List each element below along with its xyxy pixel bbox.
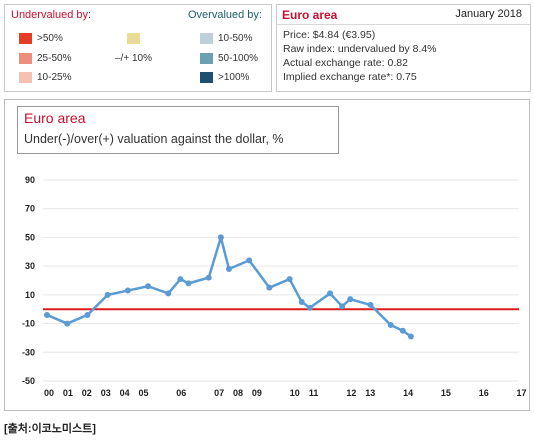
series-point bbox=[367, 301, 374, 308]
legend-label: 50-100% bbox=[218, 53, 259, 64]
x-tick-label: 10 bbox=[290, 388, 300, 398]
y-tick-label: 30 bbox=[25, 261, 35, 271]
legend-swatch bbox=[200, 33, 213, 44]
series-point bbox=[165, 290, 172, 297]
series-point bbox=[84, 311, 91, 318]
x-tick-label: 15 bbox=[441, 388, 451, 398]
legend-swatch bbox=[19, 53, 32, 64]
info-header: Euro area January 2018 bbox=[277, 5, 530, 25]
series-point bbox=[327, 290, 334, 297]
chart-title: Euro area bbox=[24, 110, 86, 126]
x-tick-label: 13 bbox=[365, 388, 375, 398]
x-tick-label: 11 bbox=[309, 388, 319, 398]
series-point bbox=[407, 333, 414, 340]
legend-item-under-25-50: 25-50% bbox=[19, 53, 71, 64]
x-tick-label: 06 bbox=[176, 388, 186, 398]
series-point bbox=[298, 299, 305, 306]
source-note: [출처:이코노미스트] bbox=[4, 423, 96, 435]
series-point bbox=[266, 284, 273, 291]
chart-title-box: Euro area Under(-)/over(+) valuation aga… bbox=[17, 106, 339, 154]
series-point bbox=[387, 322, 394, 329]
x-tick-label: 01 bbox=[63, 388, 73, 398]
info-raw-index: Raw index: undervalued by 8.4% bbox=[283, 43, 437, 55]
series-point bbox=[177, 276, 184, 283]
legend-swatch bbox=[127, 33, 140, 44]
chart-subtitle: Under(-)/over(+) valuation against the d… bbox=[24, 132, 284, 146]
y-tick-label: 50 bbox=[25, 232, 35, 242]
info-actual-rate: Actual exchange rate: 0.82 bbox=[283, 57, 408, 69]
x-tick-label: 00 bbox=[44, 388, 54, 398]
series-point bbox=[64, 320, 71, 327]
info-implied-rate: Implied exchange rate*: 0.75 bbox=[283, 71, 417, 83]
series-point bbox=[306, 304, 313, 311]
x-tick-label: 12 bbox=[346, 388, 356, 398]
legend-label: >100% bbox=[218, 72, 250, 83]
valuation-chart: 90 70 50 30 10 -10 -30 -50 00 01 02 03 04 05 06 07 08 09 1… bbox=[4, 99, 530, 411]
info-date: January 2018 bbox=[455, 8, 522, 20]
series-point bbox=[205, 274, 212, 281]
series-line bbox=[46, 236, 412, 338]
x-tick-label: 05 bbox=[138, 388, 148, 398]
legend-swatch bbox=[19, 33, 32, 44]
legend-item-neutral-swatch bbox=[127, 33, 145, 44]
legend-item-under-10-25: 10-25% bbox=[19, 72, 71, 83]
series-point bbox=[124, 287, 131, 294]
y-tick-label: -50 bbox=[22, 376, 35, 386]
x-tick-label: 16 bbox=[479, 388, 489, 398]
x-tick-label: 14 bbox=[403, 388, 413, 398]
series-point bbox=[185, 280, 192, 287]
legend-label: 10-25% bbox=[37, 72, 72, 83]
y-tick-label: 10 bbox=[25, 290, 35, 300]
legend-swatch bbox=[200, 53, 213, 64]
y-tick-label: 90 bbox=[25, 175, 35, 185]
legend-label: 25-50% bbox=[37, 53, 72, 64]
series-point bbox=[44, 311, 50, 318]
info-country-title: Euro area bbox=[282, 8, 338, 22]
country-info-panel: Euro area January 2018 Price: $4.84 (€3.… bbox=[276, 4, 531, 92]
overvalued-heading: Overvalued by: bbox=[188, 9, 262, 21]
legend-item-over-50-100: 50-100% bbox=[200, 53, 258, 64]
legend-label: 10-50% bbox=[218, 33, 253, 44]
series-point bbox=[225, 266, 232, 273]
valuation-legend: Undervalued by: Overvalued by: >50% 25-5… bbox=[4, 4, 272, 92]
x-tick-label: 02 bbox=[82, 388, 92, 398]
series-point bbox=[399, 327, 406, 334]
y-tick-label: -30 bbox=[22, 347, 35, 357]
legend-swatch bbox=[200, 72, 213, 83]
legend-swatch bbox=[19, 72, 32, 83]
x-tick-label: 07 bbox=[214, 388, 224, 398]
series-point bbox=[286, 276, 293, 283]
info-price: Price: $4.84 (€3.95) bbox=[283, 29, 376, 41]
x-tick-label: 17 bbox=[516, 388, 526, 398]
y-tick-label: -10 bbox=[22, 319, 35, 329]
x-tick-label: 03 bbox=[101, 388, 111, 398]
series-point bbox=[339, 303, 346, 310]
undervalued-heading: Undervalued by: bbox=[11, 9, 92, 21]
series-point bbox=[104, 291, 111, 298]
series-point bbox=[246, 257, 253, 264]
series-point bbox=[217, 234, 224, 241]
x-tick-label: 08 bbox=[233, 388, 243, 398]
x-tick-label: 04 bbox=[120, 388, 130, 398]
plot-area: 90 70 50 30 10 -10 -30 -50 00 01 02 03 04 05 06 07 08 09 1… bbox=[22, 175, 527, 398]
legend-label: –/+ 10% bbox=[115, 53, 152, 64]
series-point bbox=[347, 296, 354, 303]
legend-item-neutral-label: –/+ 10% bbox=[115, 53, 152, 64]
legend-label: >50% bbox=[37, 33, 63, 44]
legend-item-over-100: >100% bbox=[200, 72, 249, 83]
y-tick-label: 70 bbox=[25, 204, 35, 214]
legend-item-under-50: >50% bbox=[19, 33, 63, 44]
series-point bbox=[145, 283, 152, 290]
x-tick-label: 09 bbox=[252, 388, 262, 398]
legend-item-over-10-50: 10-50% bbox=[200, 33, 252, 44]
